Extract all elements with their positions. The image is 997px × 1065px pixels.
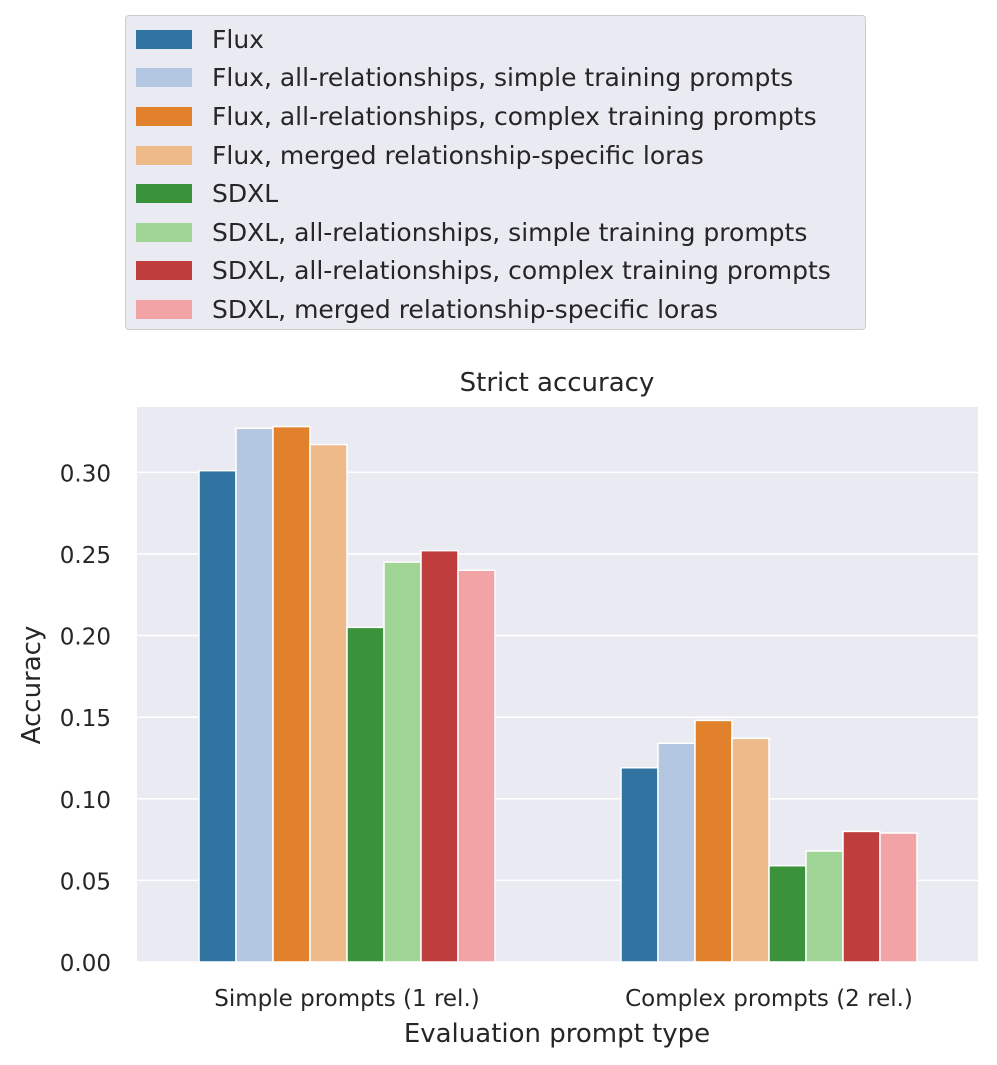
bar bbox=[694, 719, 733, 963]
legend-item: SDXL, all-relationships, complex trainin… bbox=[126, 252, 865, 291]
bar bbox=[420, 549, 459, 963]
y-tick-label: 0.25 bbox=[60, 543, 111, 569]
bar bbox=[768, 864, 807, 963]
bar bbox=[198, 469, 237, 963]
legend-swatch bbox=[136, 29, 192, 49]
bar bbox=[879, 832, 918, 963]
bar bbox=[383, 561, 422, 963]
legend-item: Flux, all-relationships, simple training… bbox=[126, 59, 865, 98]
legend-item: Flux, all-relationships, complex trainin… bbox=[126, 97, 865, 136]
x-tick-label: Simple prompts (1 rel.) bbox=[214, 986, 479, 1012]
bar bbox=[620, 767, 659, 963]
y-tick-label: 0.30 bbox=[60, 461, 111, 487]
bar bbox=[346, 626, 385, 963]
y-tick-label: 0.20 bbox=[60, 625, 111, 651]
legend-swatch bbox=[136, 222, 192, 242]
legend-swatch bbox=[136, 145, 192, 165]
legend-swatch bbox=[136, 261, 192, 281]
legend-swatch bbox=[136, 68, 192, 88]
bar bbox=[272, 425, 311, 963]
bar bbox=[457, 569, 496, 963]
y-tick-label: 0.05 bbox=[60, 869, 111, 895]
legend-item: SDXL, merged relationship-specific loras bbox=[126, 290, 865, 329]
legend-label: Flux, all-relationships, complex trainin… bbox=[212, 101, 817, 131]
chart-legend: Flux Flux, all-relationships, simple trai… bbox=[125, 15, 866, 330]
legend-label: Flux, all-relationships, simple training… bbox=[212, 63, 794, 93]
bars bbox=[198, 425, 918, 963]
bar bbox=[657, 742, 696, 963]
y-tick-label: 0.15 bbox=[60, 706, 111, 732]
legend-label: Flux bbox=[212, 24, 264, 54]
bar bbox=[842, 830, 881, 963]
legend-swatch bbox=[136, 106, 192, 126]
y-axis-label: Accuracy bbox=[17, 626, 47, 745]
x-axis-ticks: Simple prompts (1 rel.) Complex prompts (… bbox=[214, 986, 913, 1012]
legend-swatch bbox=[136, 184, 192, 204]
legend-item: SDXL, all-relationships, simple training… bbox=[126, 213, 865, 252]
legend-item: SDXL bbox=[126, 174, 865, 213]
y-tick-label: 0.00 bbox=[60, 951, 111, 977]
legend-label: SDXL, all-relationships, complex trainin… bbox=[212, 256, 831, 286]
bar bbox=[309, 443, 348, 963]
legend-swatch bbox=[136, 299, 192, 319]
legend-item: Flux bbox=[126, 20, 865, 59]
bar bbox=[805, 850, 844, 963]
x-axis-label: Evaluation prompt type bbox=[404, 1019, 710, 1049]
bar bbox=[731, 737, 770, 963]
y-tick-label: 0.10 bbox=[60, 788, 111, 814]
chart-title: Strict accuracy bbox=[460, 368, 655, 398]
legend-label: SDXL, all-relationships, simple training… bbox=[212, 217, 808, 247]
legend-item: Flux, merged relationship-specific loras bbox=[126, 136, 865, 175]
x-tick-label: Complex prompts (2 rel.) bbox=[625, 986, 913, 1012]
legend-label: SDXL bbox=[212, 179, 279, 209]
bar bbox=[235, 427, 274, 963]
y-axis-ticks: 0.00 0.05 0.10 0.15 0.20 0.25 0.30 bbox=[60, 461, 111, 977]
legend-label: Flux, merged relationship-specific loras bbox=[212, 140, 704, 170]
legend-label: SDXL, merged relationship-specific loras bbox=[212, 294, 718, 324]
